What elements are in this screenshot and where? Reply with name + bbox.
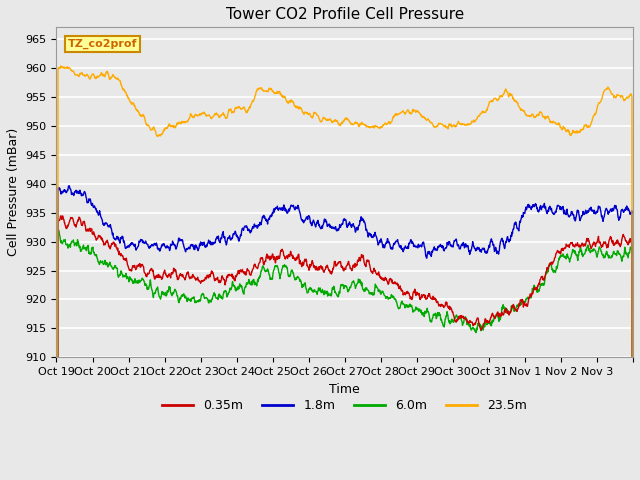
Line: 23.5m: 23.5m [56, 66, 633, 480]
1.8m [143, 241, 151, 247]
Line: 6.0m: 6.0m [56, 230, 633, 480]
23.5m [481, 109, 489, 115]
23.5m [319, 115, 327, 121]
0.35m [622, 238, 630, 243]
6.0m [319, 290, 327, 296]
Y-axis label: Cell Pressure (mBar): Cell Pressure (mBar) [7, 128, 20, 256]
Title: Tower CO2 Profile Cell Pressure: Tower CO2 Profile Cell Pressure [226, 7, 464, 22]
1.8m [481, 250, 489, 255]
0.35m [143, 273, 151, 278]
0.35m [319, 268, 327, 274]
6.0m [143, 286, 151, 292]
6.0m [566, 259, 573, 265]
23.5m [622, 96, 630, 101]
1.8m [622, 205, 630, 211]
23.5m [143, 122, 151, 128]
6.0m [622, 251, 630, 256]
Text: TZ_co2prof: TZ_co2prof [68, 39, 138, 49]
Line: 0.35m: 0.35m [56, 216, 633, 480]
1.8m [65, 183, 73, 189]
1.8m [566, 214, 573, 219]
6.0m [330, 284, 338, 289]
0.35m [566, 242, 573, 248]
1.8m [330, 225, 338, 230]
Legend: 0.35m, 1.8m, 6.0m, 23.5m: 0.35m, 1.8m, 6.0m, 23.5m [157, 394, 532, 417]
23.5m [566, 132, 573, 137]
Line: 1.8m: 1.8m [56, 186, 633, 480]
23.5m [330, 118, 338, 124]
0.35m [330, 262, 338, 268]
6.0m [55, 228, 63, 233]
0.35m [481, 316, 489, 322]
6.0m [481, 322, 489, 328]
X-axis label: Time: Time [330, 383, 360, 396]
0.35m [59, 213, 67, 219]
23.5m [57, 63, 65, 69]
1.8m [319, 222, 327, 228]
